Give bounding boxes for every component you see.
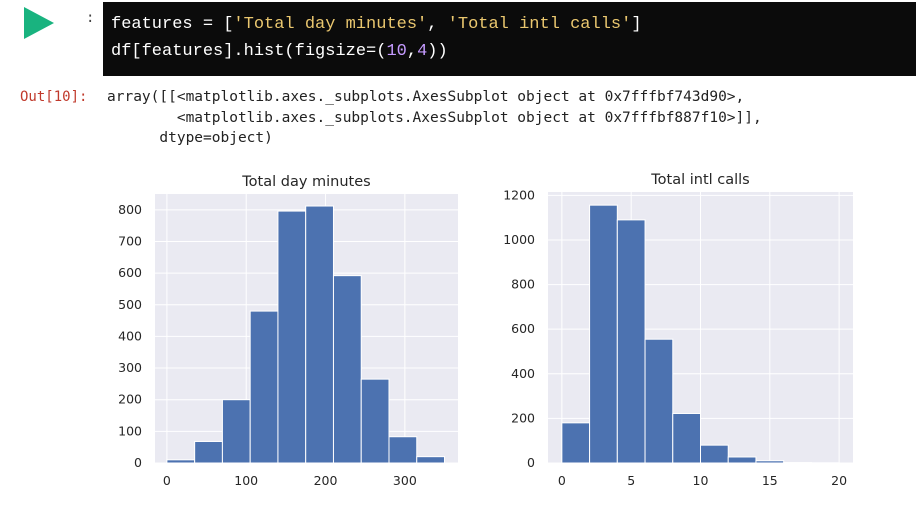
chart-title: Total intl calls bbox=[650, 172, 749, 188]
output-prompt: Out[10]: bbox=[20, 89, 88, 105]
x-tick-label: 10 bbox=[693, 473, 709, 488]
histogram-bar bbox=[305, 205, 334, 464]
chart-title: Total day minutes bbox=[241, 174, 370, 190]
y-tick-label: 1000 bbox=[503, 232, 535, 247]
code-token: )) bbox=[427, 42, 448, 61]
input-prompt: : bbox=[86, 10, 95, 26]
y-tick-label: 500 bbox=[118, 297, 142, 312]
output-line-3: dtype=object) bbox=[107, 130, 273, 146]
histogram-bar bbox=[194, 440, 223, 464]
y-tick-label: 100 bbox=[118, 423, 142, 438]
code-string: 'Total intl calls' bbox=[447, 15, 632, 34]
y-tick-label: 400 bbox=[118, 328, 142, 343]
y-tick-label: 800 bbox=[118, 202, 142, 217]
histogram-total-intl-calls: 0 200 400 600 800 1000 1200 0 5 10 15 20 Total intl … bbox=[503, 172, 853, 488]
code-token: ] bbox=[631, 15, 642, 34]
histogram-bar bbox=[416, 456, 446, 464]
histogram-bar bbox=[221, 399, 251, 464]
y-tick-label: 700 bbox=[118, 233, 142, 248]
y-tick-label: 200 bbox=[511, 410, 535, 425]
histogram-bar bbox=[727, 456, 757, 464]
histogram-bar bbox=[755, 460, 785, 464]
output-text: array([[<matplotlib.axes._subplots.AxesS… bbox=[107, 87, 762, 149]
y-tick-label: 400 bbox=[511, 366, 535, 381]
x-tick-label: 5 bbox=[627, 473, 635, 488]
histogram-bar bbox=[561, 422, 591, 464]
code-cell-editor[interactable]: features = ['Total day minutes', 'Total … bbox=[103, 2, 916, 76]
x-tick-label: 300 bbox=[393, 473, 417, 488]
histogram-bar bbox=[616, 219, 646, 464]
histogram-bar bbox=[277, 210, 307, 464]
histogram-bar bbox=[388, 436, 418, 464]
x-tick-label: 15 bbox=[762, 473, 778, 488]
output-line-1: array([[<matplotlib.axes._subplots.AxesS… bbox=[107, 89, 745, 105]
code-token: df[features].hist(figsize=( bbox=[111, 42, 387, 61]
histogram-bar bbox=[589, 204, 618, 464]
histogram-bar bbox=[332, 275, 362, 464]
y-tick-label: 0 bbox=[134, 455, 142, 470]
code-string: 'Total day minutes' bbox=[233, 15, 428, 34]
y-tick-label: 600 bbox=[118, 265, 142, 280]
x-tick-label: 100 bbox=[234, 473, 258, 488]
histogram-bar bbox=[672, 412, 701, 464]
x-tick-label: 200 bbox=[314, 473, 338, 488]
x-tick-label: 20 bbox=[831, 473, 847, 488]
y-tick-label: 300 bbox=[118, 360, 142, 375]
histogram-bar bbox=[360, 378, 390, 464]
run-cell-button[interactable] bbox=[24, 7, 54, 39]
histogram-bar bbox=[700, 444, 729, 464]
histogram-bar bbox=[166, 459, 196, 464]
y-tick-label: 1200 bbox=[503, 187, 535, 202]
code-number: 10 bbox=[386, 42, 407, 61]
output-line-2: <matplotlib.axes._subplots.AxesSubplot o… bbox=[107, 109, 762, 126]
x-tick-label: 0 bbox=[163, 473, 171, 488]
histogram-bar bbox=[249, 310, 279, 464]
code-token: features = [ bbox=[111, 15, 234, 34]
histogram-bar bbox=[644, 338, 674, 464]
code-line-2: df[features].hist(figsize=(10,4)) bbox=[111, 38, 916, 65]
code-token: , bbox=[427, 15, 448, 34]
histogram-total-day-minutes: 0 100 200 300 400 500 600 700 800 0 100 200 300 Total… bbox=[118, 174, 458, 488]
code-token: , bbox=[406, 42, 418, 61]
y-tick-label: 600 bbox=[511, 321, 535, 336]
y-tick-label: 0 bbox=[527, 455, 535, 470]
code-line-1: features = ['Total day minutes', 'Total … bbox=[111, 11, 916, 38]
y-tick-label: 200 bbox=[118, 392, 142, 407]
code-number: 4 bbox=[417, 42, 428, 61]
x-tick-label: 0 bbox=[558, 473, 566, 488]
y-tick-label: 800 bbox=[511, 277, 535, 292]
